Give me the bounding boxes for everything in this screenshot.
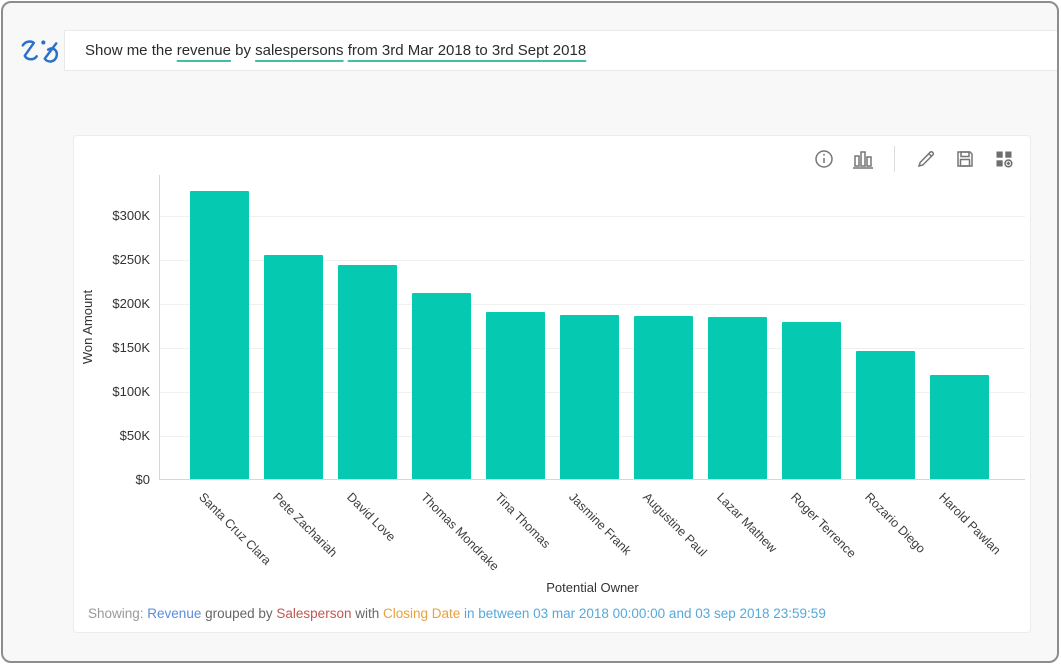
add-to-dashboard-icon[interactable] [992,147,1016,171]
bar-santa-cruz-clara[interactable] [190,191,249,479]
query-word: by [230,42,256,59]
footer-segment: with [351,606,383,621]
gridline [160,216,1025,217]
y-tick-label: $0 [135,472,150,487]
x-axis-title: Potential Owner [546,580,639,595]
bar-lazar-mathew[interactable] [708,317,767,479]
x-tick-label: Jasmine Frank [565,490,634,558]
bar-rozario-diego[interactable] [856,350,915,479]
x-tick-label: Harold Pawlan [935,490,1003,558]
bar-jasmine-frank[interactable] [560,315,619,479]
query-word: Show me the [85,42,177,59]
query-term: salespersons [255,42,344,59]
y-tick-label: $250K [112,252,150,267]
plot-area: Won Amount Potential Owner $0 $50K $100K $1… [80,175,1025,595]
footer-segment: Salesperson [276,606,352,621]
footer-segment: in between 03 mar 2018 00:00:00 and 03 s… [460,606,826,621]
query-term: revenue [176,42,231,59]
x-tick-label: Pete Zachariah [269,490,340,560]
gridline [160,304,1025,305]
y-tick-label: $150K [112,340,150,355]
footer-summary: Showing: Revenue grouped by Salesperson … [88,606,826,621]
toolbar-divider [894,146,895,172]
save-icon[interactable] [953,147,977,171]
x-tick-label: Augustine Paul [639,490,709,560]
footer-segment: grouped by [201,606,277,621]
x-tick-label: Roger Terrence [787,490,859,561]
query-input[interactable]: Show me the revenue by salespersons from… [64,30,1057,71]
x-tick-label: Lazar Mathew [713,490,780,556]
x-tick-label: David Love [343,490,398,545]
x-tick-label: Thomas Mondrake [417,490,502,574]
footer-segment: Closing Date [382,606,461,621]
chart-type-icon[interactable] [851,147,875,171]
footer-segment: Showing: [88,606,148,621]
chart-toolbar [812,146,1016,172]
query-text: Show me the revenue by salespersons from… [65,31,1057,70]
y-tick-label: $100K [112,384,150,399]
footer-segment: Revenue [147,606,202,621]
x-tick-label: Rozario Diego [861,490,928,556]
info-icon[interactable] [812,147,836,171]
bar-pete-zachariah[interactable] [264,254,323,479]
x-tick-label: Santa Cruz Clara [195,490,274,568]
y-tick-label: $50K [119,428,150,443]
x-tick-label: Tina Thomas [491,490,553,551]
bar-augustine-paul[interactable] [634,316,693,479]
bar-roger-terrence[interactable] [782,321,841,479]
bar-thomas-mondrake[interactable] [412,293,471,479]
edit-icon[interactable] [914,147,938,171]
y-tick-label: $300K [112,208,150,223]
gridline [160,260,1025,261]
bar-tina-thomas[interactable] [486,311,545,479]
query-term: from 3rd Mar 2018 to 3rd Sept 2018 [347,42,587,59]
chart-card: Won Amount Potential Owner $0 $50K $100K $1… [73,135,1031,633]
zia-logo [21,40,59,63]
y-tick-label: $200K [112,296,150,311]
bar-harold-pawlan[interactable] [930,375,989,479]
bar-david-love[interactable] [338,265,397,479]
